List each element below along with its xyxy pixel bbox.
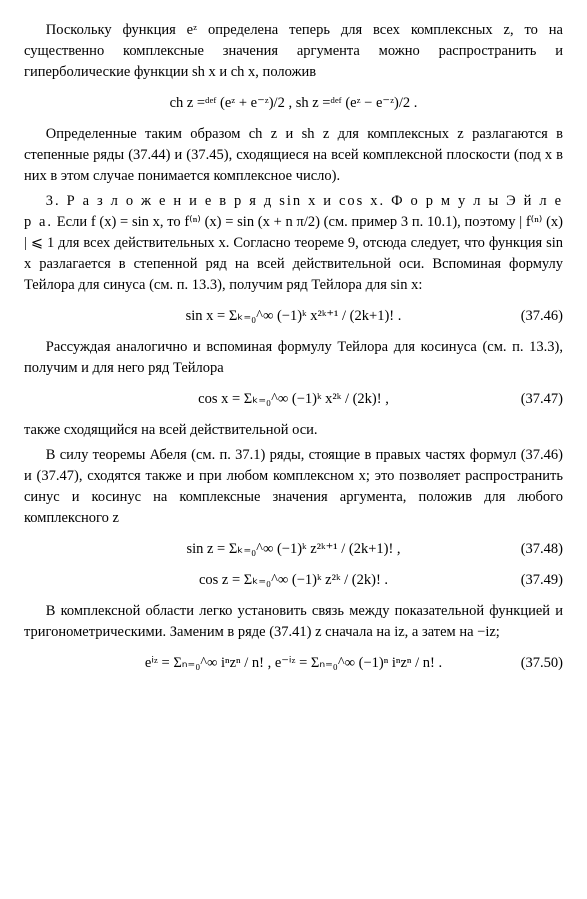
section-body-text: Если f (x) = sin x, то f⁽ⁿ⁾ (x) = sin (x… [24, 214, 563, 293]
paragraph-chsh-series: Определенные таким образом ch z и sh z д… [24, 124, 563, 187]
formula-cosz: cos z = Σₖ₌₀^∞ (−1)ᵏ z²ᵏ / (2k)! . [199, 570, 388, 591]
equation-37-50: eⁱᶻ = Σₙ₌₀^∞ iⁿzⁿ / n! , e⁻ⁱᶻ = Σₙ₌₀^∞ (… [24, 653, 563, 674]
section-heading-euler: 3. Р а з л о ж е н и е в р я д sin x и c… [24, 191, 563, 296]
paragraph-abel: В силу теоремы Абеля (см. п. 37.1) ряды,… [24, 445, 563, 529]
paragraph-cos-intro: Рассуждая аналогично и вспоминая формулу… [24, 337, 563, 379]
formula-cosx: cos x = Σₖ₌₀^∞ (−1)ᵏ x²ᵏ / (2k)! , [198, 389, 389, 410]
equation-chsh-def: ch z =ᵈᵉᶠ (eᶻ + e⁻ᶻ)/2 , sh z =ᵈᵉᶠ (eᶻ −… [24, 93, 563, 114]
paragraph-complex-link: В комплексной области легко установить с… [24, 601, 563, 643]
paragraph-converge: также сходящийся на всей действительной … [24, 420, 563, 441]
equation-37-48: sin z = Σₖ₌₀^∞ (−1)ᵏ z²ᵏ⁺¹ / (2k+1)! , (… [24, 539, 563, 560]
equation-37-46: sin x = Σₖ₌₀^∞ (−1)ᵏ x²ᵏ⁺¹ / (2k+1)! . (… [24, 306, 563, 327]
paragraph-ez-def: Поскольку функция eᶻ определена теперь д… [24, 20, 563, 83]
eqnum-37-47: (37.47) [521, 389, 563, 410]
formula-sinz: sin z = Σₖ₌₀^∞ (−1)ᵏ z²ᵏ⁺¹ / (2k+1)! , [186, 539, 400, 560]
equation-37-49: cos z = Σₖ₌₀^∞ (−1)ᵏ z²ᵏ / (2k)! . (37.4… [24, 570, 563, 591]
equation-37-47: cos x = Σₖ₌₀^∞ (−1)ᵏ x²ᵏ / (2k)! , (37.4… [24, 389, 563, 410]
formula-eiz: eⁱᶻ = Σₙ₌₀^∞ iⁿzⁿ / n! , e⁻ⁱᶻ = Σₙ₌₀^∞ (… [145, 653, 442, 674]
formula-sinx: sin x = Σₖ₌₀^∞ (−1)ᵏ x²ᵏ⁺¹ / (2k+1)! . [186, 306, 402, 327]
formula-chsh: ch z =ᵈᵉᶠ (eᶻ + e⁻ᶻ)/2 , sh z =ᵈᵉᶠ (eᶻ −… [170, 93, 418, 114]
eqnum-37-49: (37.49) [521, 570, 563, 591]
eqnum-37-50: (37.50) [521, 653, 563, 674]
eqnum-37-48: (37.48) [521, 539, 563, 560]
eqnum-37-46: (37.46) [521, 306, 563, 327]
